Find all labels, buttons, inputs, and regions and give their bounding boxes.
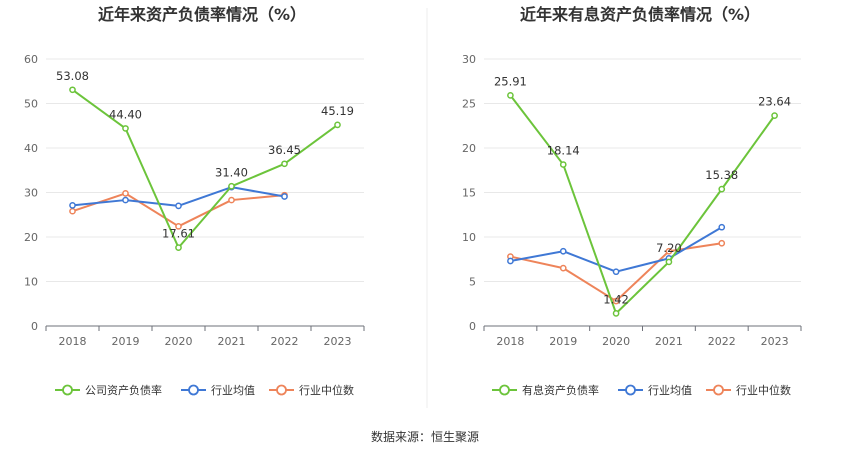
- legend-label: 行业中位数: [299, 383, 354, 397]
- data-point: [559, 264, 567, 272]
- series-line: [71, 88, 339, 249]
- data-point: [334, 121, 341, 129]
- legend-item[interactable]: 行业中位数: [706, 383, 791, 397]
- chart-title: 近年来有息资产负债率情况（%）: [520, 5, 760, 24]
- data-point: [122, 125, 129, 132]
- data-point: [718, 239, 726, 247]
- legend-label: 有息资产负债率: [522, 383, 599, 397]
- x-tick-label: 2022: [708, 335, 736, 348]
- data-point: [175, 244, 182, 251]
- data-point: [281, 193, 288, 200]
- data-point: [69, 207, 76, 215]
- y-tick-label: 40: [24, 142, 38, 155]
- data-label: 31.40: [215, 165, 248, 179]
- legend-item[interactable]: 行业中位数: [269, 383, 354, 397]
- data-label: 1.42: [603, 292, 629, 306]
- x-tick-label: 2020: [165, 335, 193, 348]
- data-point: [665, 258, 673, 266]
- chart-title: 近年来资产负债率情况（%）: [98, 5, 306, 24]
- data-label: 45.19: [321, 104, 354, 118]
- data-label: 18.14: [547, 144, 580, 158]
- y-tick-label: 20: [462, 142, 476, 155]
- data-point: [559, 161, 567, 168]
- data-label: 36.45: [268, 143, 301, 157]
- data-point: [718, 223, 726, 231]
- y-tick-label: 0: [469, 320, 476, 333]
- data-label: 17.61: [162, 227, 195, 241]
- chart-interest-bearing-debt-ratio: 近年来有息资产负债率情况（%） 0 5 10 15 20 25 30 2018 2019 2020 2…: [462, 5, 802, 397]
- x-tick-label: 2018: [496, 335, 524, 348]
- y-tick-label: 15: [462, 187, 476, 200]
- data-label: 53.08: [56, 69, 89, 83]
- x-tick-label: 2023: [324, 335, 352, 348]
- legend-item[interactable]: 公司资产负债率: [55, 383, 162, 397]
- legend-marker-icon: [499, 384, 510, 396]
- x-tick-label: 2020: [602, 335, 630, 348]
- data-point: [281, 160, 288, 168]
- legend-label: 行业均值: [648, 384, 692, 397]
- legend-marker-icon: [713, 384, 724, 396]
- y-tick-label: 10: [24, 276, 38, 289]
- y-tick-label: 30: [462, 53, 476, 66]
- legend-label: 行业中位数: [736, 383, 791, 397]
- legend-item[interactable]: 有息资产负债率: [492, 383, 599, 397]
- y-tick-label: 10: [462, 231, 476, 244]
- data-point: [612, 310, 620, 317]
- data-point: [507, 92, 514, 99]
- y-tick-label: 20: [24, 231, 38, 244]
- x-tick-label: 2019: [549, 335, 577, 348]
- data-point: [175, 222, 182, 230]
- series-line: [509, 94, 776, 315]
- data-point: [665, 247, 673, 255]
- data-point: [228, 182, 235, 190]
- x-tick-label: 2021: [218, 335, 246, 348]
- x-tick-label: 2022: [271, 335, 299, 348]
- legend-label: 公司资产负债率: [85, 383, 162, 397]
- y-tick-label: 5: [469, 276, 476, 289]
- data-point: [559, 247, 567, 255]
- data-point: [175, 202, 182, 210]
- y-tick-label: 50: [24, 98, 38, 111]
- x-tick-label: 2021: [655, 335, 683, 348]
- data-point: [718, 185, 726, 193]
- x-tick-label: 2018: [59, 335, 87, 348]
- y-tick-label: 25: [462, 98, 476, 111]
- data-point: [507, 257, 514, 265]
- data-point: [612, 268, 620, 276]
- data-label: 15.38: [705, 168, 738, 182]
- data-point: [122, 190, 129, 197]
- x-tick-label: 2023: [761, 335, 789, 348]
- legend-label: 行业均值: [211, 384, 255, 397]
- data-label: 25.91: [494, 74, 527, 88]
- y-tick-label: 0: [31, 320, 38, 333]
- legend-marker-icon: [625, 384, 636, 396]
- data-point: [69, 86, 76, 94]
- legend-marker-icon: [276, 384, 287, 396]
- y-tick-label: 60: [24, 53, 38, 66]
- data-label: 23.64: [758, 95, 791, 109]
- legend-item[interactable]: 行业均值: [181, 384, 255, 397]
- data-point: [228, 196, 235, 204]
- x-tick-label: 2019: [112, 335, 140, 348]
- data-source-note: 数据来源：恒生聚源: [371, 429, 479, 444]
- series-line: [72, 192, 285, 228]
- data-point: [771, 112, 778, 119]
- data-label: 44.40: [109, 107, 142, 121]
- legend-marker-icon: [62, 384, 73, 396]
- y-tick-label: 30: [24, 187, 38, 200]
- chart-debt-ratio: 近年来资产负债率情况（%） 0 10 20 30 40 50 60 2018 2019 2020 20…: [24, 5, 365, 397]
- data-point: [122, 196, 129, 204]
- legend-marker-icon: [188, 384, 199, 396]
- data-label: 7.20: [656, 241, 682, 255]
- data-point: [69, 202, 76, 209]
- data-point: [612, 297, 620, 305]
- legend-item[interactable]: 行业均值: [618, 384, 692, 397]
